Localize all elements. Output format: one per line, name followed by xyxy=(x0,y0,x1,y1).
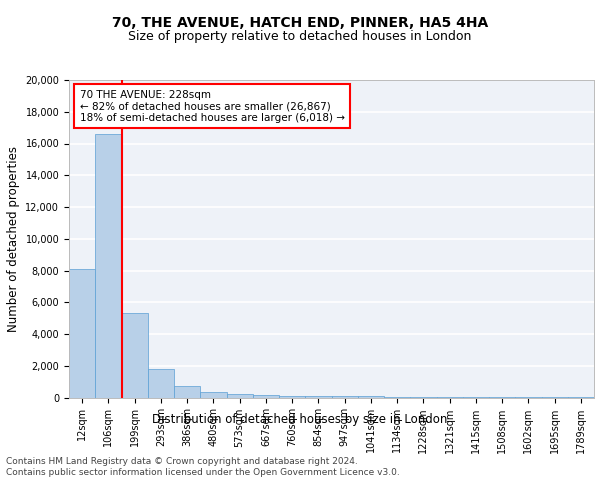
Bar xyxy=(331,396,358,398)
Bar xyxy=(437,397,463,398)
Bar xyxy=(253,395,279,398)
Bar xyxy=(305,396,331,398)
Bar xyxy=(200,392,227,398)
Text: 70, THE AVENUE, HATCH END, PINNER, HA5 4HA: 70, THE AVENUE, HATCH END, PINNER, HA5 4… xyxy=(112,16,488,30)
Bar xyxy=(279,396,305,398)
Bar xyxy=(121,314,148,398)
Text: Contains HM Land Registry data © Crown copyright and database right 2024.
Contai: Contains HM Land Registry data © Crown c… xyxy=(6,458,400,477)
Bar xyxy=(358,396,384,398)
Y-axis label: Number of detached properties: Number of detached properties xyxy=(7,146,20,332)
Bar xyxy=(69,269,95,398)
Bar xyxy=(384,396,410,398)
Bar xyxy=(174,386,200,398)
Text: Size of property relative to detached houses in London: Size of property relative to detached ho… xyxy=(128,30,472,43)
Text: 70 THE AVENUE: 228sqm
← 82% of detached houses are smaller (26,867)
18% of semi-: 70 THE AVENUE: 228sqm ← 82% of detached … xyxy=(79,90,344,122)
Bar xyxy=(227,394,253,398)
Bar xyxy=(95,134,121,398)
Text: Distribution of detached houses by size in London: Distribution of detached houses by size … xyxy=(152,412,448,426)
Bar xyxy=(410,397,437,398)
Bar xyxy=(148,369,174,398)
